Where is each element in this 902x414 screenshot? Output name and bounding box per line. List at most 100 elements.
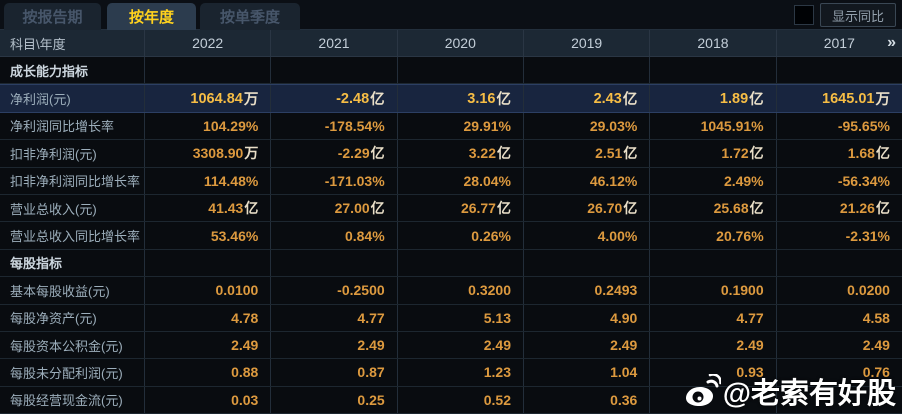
value-cell: -2.29 亿: [271, 140, 398, 167]
value-cell: 2.49: [271, 331, 398, 359]
table-row[interactable]: 净利润同比增长率 104.29% -178.54% 29.91% 29.03% 1045.…: [0, 112, 902, 141]
show-yoy-checkbox[interactable]: [794, 5, 814, 25]
value-cell: 2.49: [398, 331, 524, 359]
indicator-label: 净利润(元): [0, 85, 145, 112]
value-cell: 2.51 亿: [524, 140, 651, 167]
value-cell: 1.72 亿: [650, 140, 777, 167]
value-unit: 亿: [370, 200, 385, 217]
tab-label: 按单季度: [219, 9, 280, 26]
value-cell: 0.88: [145, 359, 272, 386]
value-cell: 2.43 亿: [524, 85, 651, 112]
value-cell: 0.25: [271, 386, 398, 414]
value-cell: -56.34%: [837, 172, 890, 189]
value-cell: 41.43 亿: [145, 194, 272, 222]
value-cell: 0.52: [398, 386, 524, 414]
show-yoy-button[interactable]: 显示同比: [820, 3, 896, 27]
indicator-label: 营业总收入同比增长率: [0, 222, 145, 249]
value-cell: 1.89 亿: [650, 85, 777, 112]
value-cell: -2.31%: [845, 227, 890, 244]
tab-by-year[interactable]: 按年度: [107, 3, 196, 30]
value-cell: 4.00%: [524, 222, 651, 249]
value-cell: 21.26 亿: [839, 200, 890, 217]
indicator-label: 每股经营现金流(元): [0, 386, 145, 414]
value-cell: [777, 57, 902, 83]
value-unit: 亿: [623, 200, 638, 217]
value-cell: 2.49%: [650, 167, 777, 194]
indicator-label: 每股净资产(元): [0, 304, 145, 331]
value-cell: 1645.01 万: [777, 85, 902, 111]
value-cell: 0.26%: [398, 222, 524, 249]
table-row[interactable]: 每股资本公积金(元) 2.49 2.49 2.49 2.49 2.49 2.49: [0, 331, 902, 360]
value-cell: 0.84%: [271, 222, 398, 249]
value-cell: 3308.90 万: [145, 140, 272, 167]
table-row[interactable]: 每股净资产(元) 4.78 4.77 5.13 4.90 4.77 4.58: [0, 304, 902, 332]
value-cell: [524, 57, 651, 84]
value-unit: 万: [243, 92, 259, 109]
indicator-label: 每股资本公积金(元): [0, 331, 145, 359]
value-cell: 1045.91%: [650, 112, 777, 140]
value-cell: 29.91%: [398, 112, 524, 140]
value-cell: -2.48 亿: [271, 85, 398, 112]
year-column-header-2021: 2021: [271, 30, 398, 56]
value-cell: [271, 249, 398, 277]
table-row[interactable]: 扣非净利润(元) 3308.90 万 -2.29 亿 3.22 亿 2.51 亿 1.72 亿 1.6…: [0, 140, 902, 168]
tab-by-single-quarter[interactable]: 按单季度: [200, 3, 300, 30]
value-unit: 亿: [749, 145, 764, 162]
table-row[interactable]: 每股经营现金流(元) 0.03 0.25 0.52 0.36: [0, 386, 902, 414]
table-row[interactable]: 每股未分配利润(元) 0.88 0.87 1.23 1.04 0.93 0.76: [0, 359, 902, 387]
value-cell: -171.03%: [271, 167, 398, 194]
value-cell: 4.77: [271, 304, 398, 331]
table-row[interactable]: 成长能力指标: [0, 57, 902, 85]
section-header-label: 每股指标: [0, 249, 145, 277]
value-cell: 4.90: [524, 304, 651, 331]
value-cell: 1.68 亿: [847, 145, 890, 162]
table-row[interactable]: 营业总收入同比增长率 53.46% 0.84% 0.26% 4.00% 20.76% -2.…: [0, 222, 902, 250]
value-unit: 亿: [496, 200, 511, 217]
indicator-label: 营业总收入(元): [0, 194, 145, 222]
value-cell: [524, 249, 651, 277]
value-cell: 25.68 亿: [650, 194, 777, 222]
value-cell: [398, 249, 524, 277]
value-cell: 0.76: [862, 364, 890, 381]
value-unit: 亿: [244, 200, 259, 217]
more-columns-icon[interactable]: »: [887, 34, 896, 51]
table-row[interactable]: 营业总收入(元) 41.43 亿 27.00 亿 26.77 亿 26.70 亿 25.68 亿 21…: [0, 194, 902, 223]
indicator-label: 基本每股收益(元): [0, 277, 145, 304]
value-unit: 亿: [749, 200, 764, 217]
value-unit: 万: [244, 145, 259, 162]
value-unit: 亿: [623, 145, 638, 162]
table-row[interactable]: 每股指标: [0, 249, 902, 278]
year-column-header-2019: 2019: [524, 30, 651, 56]
value-cell: 28.04%: [398, 167, 524, 194]
year-column-header-2022: 2022: [145, 30, 272, 56]
tab-by-report-period[interactable]: 按报告期: [4, 3, 101, 30]
value-cell: 29.03%: [524, 112, 651, 140]
year-column-header-2018: 2018: [650, 30, 777, 56]
value-cell: [145, 249, 272, 277]
table-row[interactable]: 基本每股收益(元) 0.0100 -0.2500 0.3200 0.2493 0.1900…: [0, 277, 902, 305]
value-unit: 亿: [496, 92, 511, 109]
value-cell: [777, 387, 902, 413]
show-yoy-label: 显示同比: [831, 8, 884, 24]
value-cell: [650, 57, 777, 84]
year-column-header-2020: 2020: [398, 30, 524, 56]
value-cell: 2.49: [524, 331, 651, 359]
value-cell: 114.48%: [145, 167, 272, 194]
value-cell: 0.2493: [524, 277, 651, 304]
table-row[interactable]: 净利润(元) 1064.84 万 -2.48 亿 3.16 亿 2.43 亿 1.89 亿 1645.…: [0, 84, 902, 113]
corner-header-cell: 科目\年度: [0, 30, 145, 56]
value-cell: 26.70 亿: [524, 194, 651, 222]
value-unit: 亿: [370, 92, 385, 109]
value-cell: -95.65%: [837, 117, 890, 134]
value-cell: 3.16 亿: [398, 85, 524, 112]
value-cell: [145, 57, 272, 84]
value-cell: 3.22 亿: [398, 140, 524, 167]
value-cell: [398, 57, 524, 84]
tab-label: 按年度: [128, 9, 174, 26]
table-header-row: 科目\年度 2022 2021 2020 2019 2018 2017»: [0, 30, 902, 57]
value-unit: 万: [875, 92, 890, 109]
value-cell: 2.49: [145, 331, 272, 359]
table-row[interactable]: 扣非净利润同比增长率 114.48% -171.03% 28.04% 46.12% 2.4…: [0, 167, 902, 195]
value-cell: 0.93: [650, 359, 777, 386]
value-cell: 20.76%: [650, 222, 777, 249]
